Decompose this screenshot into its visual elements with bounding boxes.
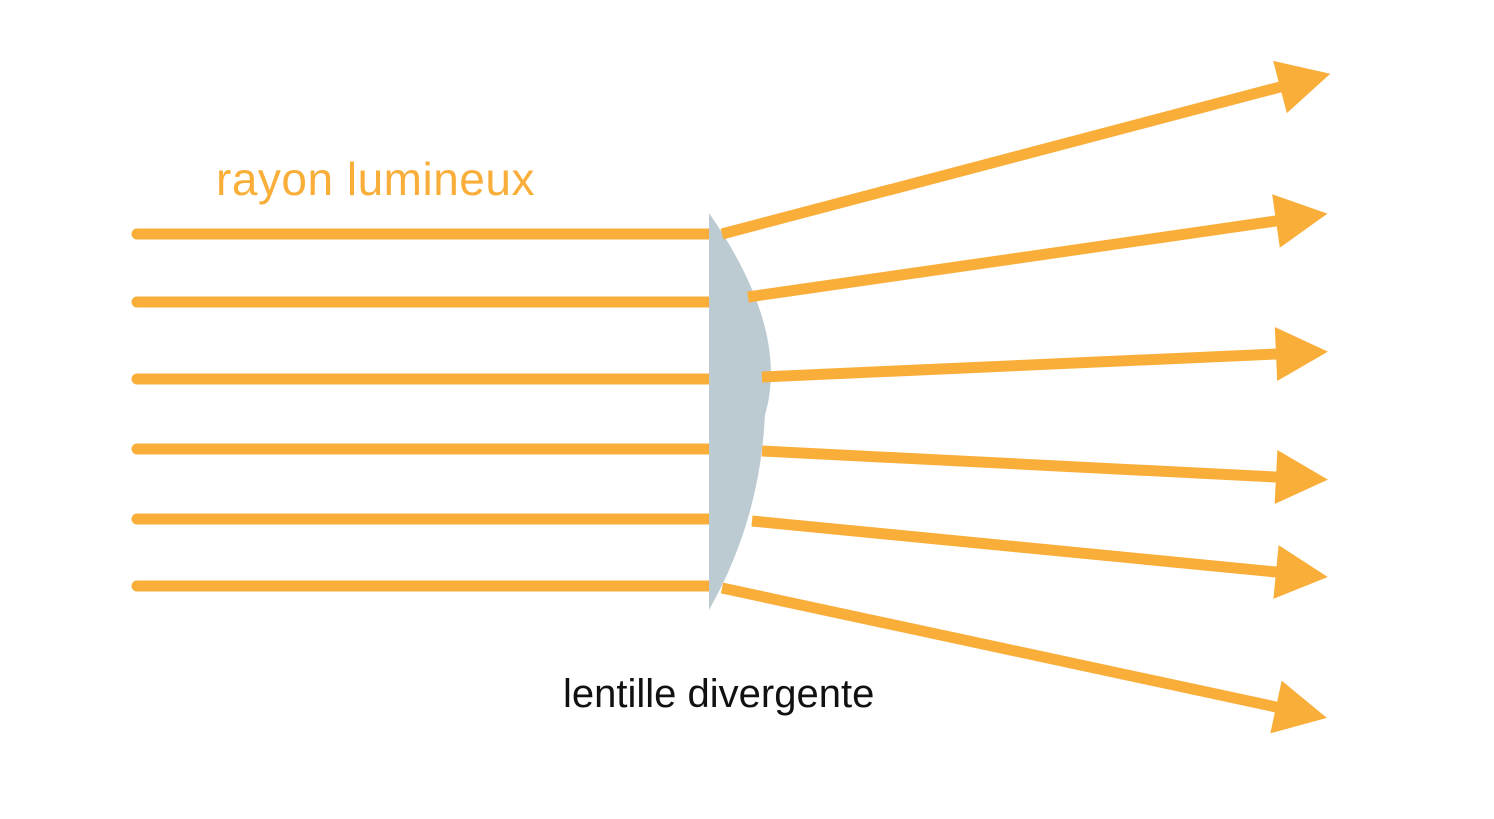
incident-rays [131, 228, 718, 592]
ray-4-arrowhead [1274, 450, 1328, 504]
ray-6-arrowhead [1270, 680, 1327, 734]
refracted-rays [720, 60, 1331, 734]
ray-2-refracted [747, 214, 1281, 303]
lens-label: lentille divergente [563, 672, 875, 716]
ray-label: rayon lumineux [216, 153, 535, 205]
ray-1-arrowhead [1273, 60, 1331, 114]
ray-2-arrowhead [1272, 194, 1328, 248]
ray-3-refracted [761, 348, 1281, 383]
ray-1-refracted [720, 80, 1286, 240]
ray-6-refracted [720, 582, 1282, 714]
ray-5-refracted [751, 515, 1281, 578]
ray-3-arrowhead [1274, 327, 1328, 381]
diverging-lens [709, 213, 771, 610]
ray-4-refracted [761, 445, 1281, 483]
ray-5-arrowhead [1273, 545, 1328, 599]
